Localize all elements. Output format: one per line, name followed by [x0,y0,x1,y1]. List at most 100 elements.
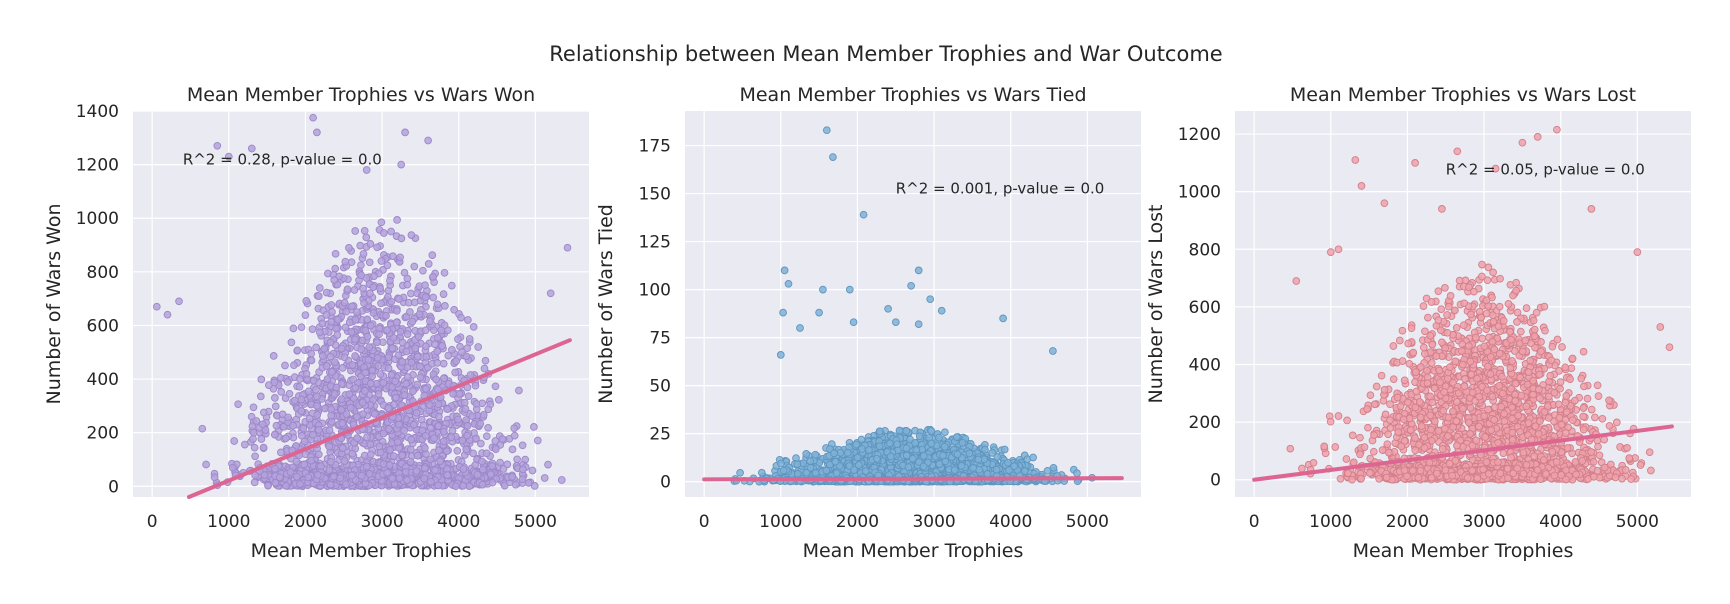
data-point [402,469,409,476]
data-point [397,328,404,335]
data-point [454,447,461,454]
data-point [464,423,471,430]
data-point [364,434,371,441]
data-point [444,406,451,413]
data-point [333,384,340,391]
data-point [422,327,429,334]
data-point [401,392,408,399]
data-point [385,354,392,361]
data-point [249,423,256,430]
data-point [853,441,860,448]
data-point [361,300,368,307]
data-point [403,380,410,387]
data-point [374,355,381,362]
data-point [404,281,411,288]
data-point [432,467,439,474]
data-point [481,365,488,372]
x-tick-label: 5000 [1616,512,1659,532]
data-point [438,327,445,334]
data-point [894,441,901,448]
data-point [344,286,351,293]
data-point [389,345,396,352]
data-point [480,466,487,473]
data-point [176,298,183,305]
data-point [352,228,359,235]
x-tick-label: 2000 [1386,512,1429,532]
data-point [351,287,358,294]
data-point [482,357,489,364]
data-point [1074,470,1081,477]
data-point [401,427,408,434]
data-point [288,339,295,346]
data-point [410,388,417,395]
data-point [780,467,787,474]
data-point [380,461,387,468]
data-point [416,311,423,318]
x-axis-label: Mean Member Trophies [251,540,472,562]
data-point [460,466,467,473]
data-point [489,463,496,470]
data-point [404,477,411,484]
data-point [860,211,867,218]
data-point [416,363,423,370]
data-point [938,307,945,314]
data-point [293,473,300,480]
data-point [338,345,345,352]
data-point [475,344,482,351]
data-point [346,245,353,252]
data-point [407,309,414,316]
data-point [390,253,397,260]
data-point [328,412,335,419]
data-point [358,346,365,353]
data-point [920,463,927,470]
data-point [308,457,315,464]
data-point [395,352,402,359]
data-point [329,369,336,376]
data-point [832,458,839,465]
data-point [421,475,428,482]
data-point [385,365,392,372]
data-point [322,405,329,412]
data-point [511,432,518,439]
data-point [393,319,400,326]
data-point [323,312,330,319]
data-point [1021,468,1028,475]
data-point [1030,454,1037,461]
data-point [495,396,502,403]
data-point [908,282,915,289]
data-point [489,479,496,486]
data-point [936,434,943,441]
data-point [403,348,410,355]
y-tick-label: 0 [660,473,671,493]
data-point [386,462,393,469]
data-point [294,347,301,354]
data-point [942,429,949,436]
data-point [272,403,279,410]
data-point [487,471,494,478]
data-point [470,324,477,331]
data-point [547,290,554,297]
data-point [370,284,377,291]
data-point [296,383,303,390]
data-point [278,374,285,381]
data-point [349,362,356,369]
data-point [338,396,345,403]
data-point [199,425,206,432]
data-point [342,258,349,265]
data-point [414,353,421,360]
data-point [398,235,405,242]
data-point [493,446,500,453]
data-point [298,396,305,403]
data-point [448,434,455,441]
data-point [365,357,372,364]
data-point [534,437,541,444]
x-tick-label: 4000 [1539,512,1582,532]
data-point [308,357,315,364]
data-point [396,475,403,482]
data-point [425,137,432,144]
data-point [370,310,377,317]
data-point [855,462,862,469]
data-point [833,470,840,477]
data-point [308,350,315,357]
data-point [314,412,321,419]
